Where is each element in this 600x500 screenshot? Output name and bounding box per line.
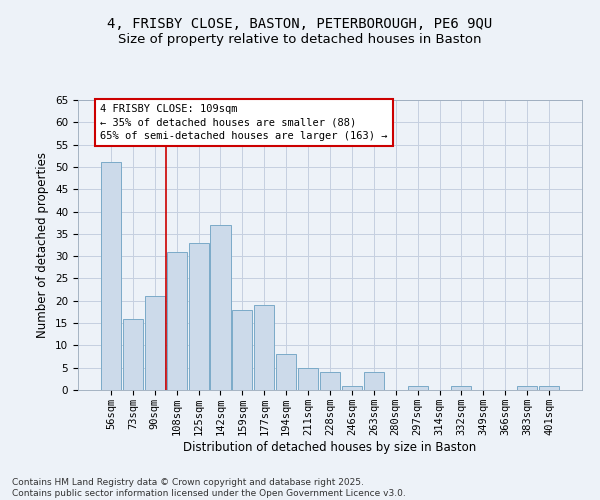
Text: 4, FRISBY CLOSE, BASTON, PETERBOROUGH, PE6 9QU: 4, FRISBY CLOSE, BASTON, PETERBOROUGH, P…: [107, 18, 493, 32]
Bar: [101, 162, 121, 390]
Bar: [364, 372, 384, 390]
Text: 4 FRISBY CLOSE: 109sqm
← 35% of detached houses are smaller (88)
65% of semi-det: 4 FRISBY CLOSE: 109sqm ← 35% of detached…: [100, 104, 388, 141]
Text: Contains HM Land Registry data © Crown copyright and database right 2025.
Contai: Contains HM Land Registry data © Crown c…: [12, 478, 406, 498]
Bar: [539, 386, 559, 390]
Bar: [517, 386, 537, 390]
Bar: [232, 310, 253, 390]
Bar: [451, 386, 472, 390]
Text: Size of property relative to detached houses in Baston: Size of property relative to detached ho…: [118, 32, 482, 46]
Bar: [211, 225, 230, 390]
Bar: [145, 296, 165, 390]
Bar: [254, 305, 274, 390]
Bar: [188, 243, 209, 390]
Y-axis label: Number of detached properties: Number of detached properties: [37, 152, 49, 338]
Bar: [342, 386, 362, 390]
Bar: [407, 386, 428, 390]
Bar: [276, 354, 296, 390]
Bar: [123, 318, 143, 390]
Bar: [298, 368, 318, 390]
Bar: [167, 252, 187, 390]
X-axis label: Distribution of detached houses by size in Baston: Distribution of detached houses by size …: [184, 440, 476, 454]
Bar: [320, 372, 340, 390]
